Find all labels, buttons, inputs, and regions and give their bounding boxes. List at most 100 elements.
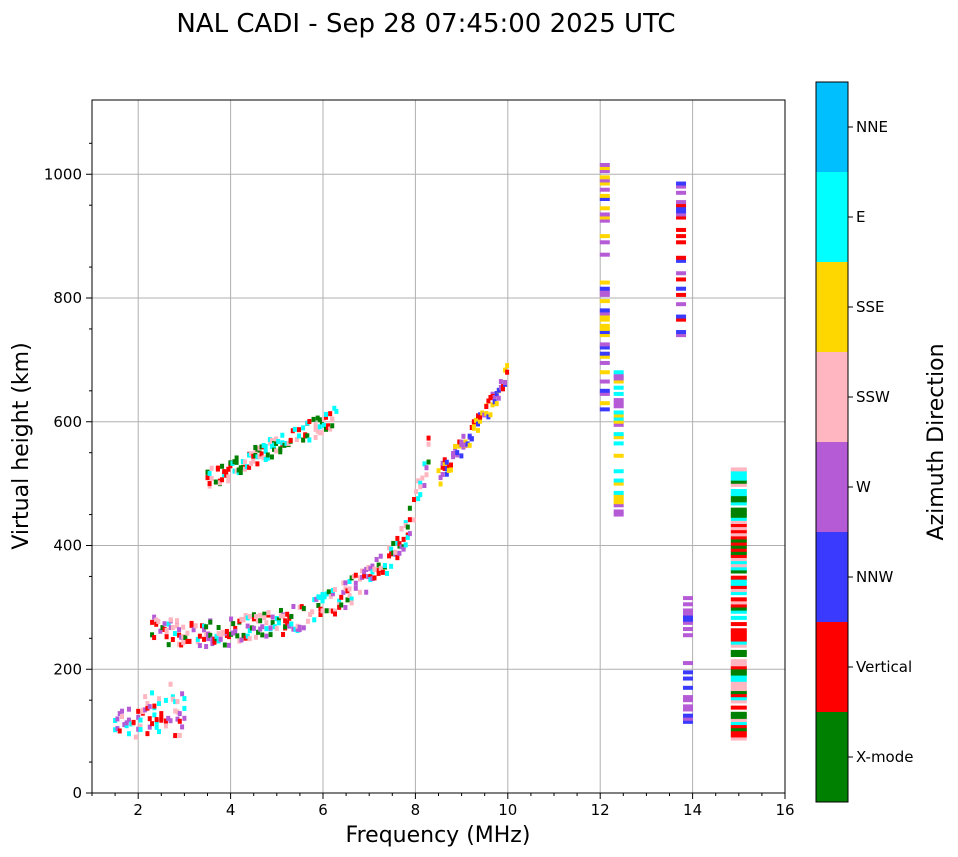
echo-point (216, 638, 221, 644)
echo-point (289, 613, 294, 619)
echo-point (676, 240, 687, 245)
echo-point (613, 416, 624, 421)
echo-point (234, 455, 239, 461)
echo-point (424, 472, 429, 478)
echo-point (378, 565, 383, 571)
echo-point (255, 446, 260, 452)
echo-point (613, 503, 624, 508)
echo-point (730, 609, 747, 614)
echo-point (207, 481, 212, 487)
echo-point (730, 591, 747, 596)
echo-point (296, 433, 301, 439)
echo-point (364, 566, 369, 572)
echo-point (278, 613, 283, 619)
echo-point (370, 576, 375, 582)
echo-point (242, 459, 247, 465)
echo-point (243, 613, 248, 619)
echo-point (204, 624, 209, 630)
echo-point (488, 395, 493, 401)
echo-point (317, 430, 322, 436)
echo-point (730, 634, 747, 639)
echo-point (334, 408, 339, 414)
echo-point (245, 623, 250, 629)
echo-point (324, 591, 329, 597)
echo-point (730, 557, 747, 562)
echo-point (258, 618, 263, 624)
echo-point (347, 579, 352, 585)
echo-point (193, 623, 198, 629)
echo-point (446, 464, 451, 470)
echo-point (274, 448, 279, 454)
echo-point (314, 596, 319, 602)
echo-point (448, 467, 453, 473)
echo-point (276, 439, 281, 445)
echo-point (216, 631, 221, 637)
echo-point (207, 470, 212, 476)
echo-point (500, 384, 505, 390)
y-axis-ticks: 0 200 400 600 800 1000 (44, 142, 92, 802)
echo-point (420, 475, 425, 481)
echo-point (613, 379, 624, 384)
echo-point (181, 624, 186, 630)
echo-point (442, 457, 447, 463)
echo-point (341, 589, 346, 595)
echo-point (256, 618, 261, 624)
echo-point (212, 636, 217, 642)
echo-point (136, 714, 141, 720)
echo-point (261, 455, 266, 461)
echo-point (305, 420, 310, 426)
echo-point (224, 472, 229, 478)
echo-point (177, 718, 182, 724)
x-axis-ticks: 2 4 6 8 10 12 14 16 (91, 793, 795, 819)
echo-point (418, 484, 423, 490)
echo-point (730, 492, 747, 497)
echo-point (676, 190, 687, 195)
echo-point (676, 184, 687, 189)
echo-point (278, 607, 283, 613)
echo-point (209, 475, 214, 481)
echo-point (730, 569, 747, 574)
echo-point (326, 424, 331, 430)
echo-point (324, 608, 329, 614)
colorbar-segment (816, 172, 848, 262)
echo-point (276, 617, 281, 623)
echo-point (136, 708, 141, 714)
echo-point (613, 490, 624, 495)
echo-point (301, 425, 306, 431)
echo-point (166, 642, 171, 648)
echo-point (287, 623, 292, 629)
y-tick-label: 0 (72, 784, 82, 802)
echo-point (418, 492, 423, 498)
echo-point (256, 629, 261, 635)
echo-point (150, 619, 155, 625)
echo-point (393, 549, 398, 555)
echo-point (407, 517, 412, 523)
echo-point (301, 625, 306, 631)
echo-point (182, 715, 187, 721)
echo-point (613, 398, 624, 403)
echo-point (147, 724, 152, 730)
echo-point (442, 465, 447, 471)
echo-point (676, 317, 687, 322)
echo-point (412, 517, 417, 523)
echo-point (682, 713, 693, 718)
echo-point (205, 469, 210, 475)
echo-point (730, 717, 747, 722)
echo-point (324, 426, 329, 432)
echo-point (730, 733, 747, 738)
echo-point (255, 461, 260, 467)
echo-point (115, 726, 120, 732)
echo-point (283, 618, 288, 624)
colorbar-segment (816, 442, 848, 532)
echo-point (440, 464, 445, 470)
echo-point (253, 449, 258, 455)
echo-point (265, 452, 270, 458)
echo-point (599, 166, 610, 171)
echo-point (682, 633, 693, 638)
echo-point (353, 585, 358, 591)
echo-point (730, 693, 747, 698)
echo-point (232, 468, 237, 474)
echo-point (676, 203, 687, 208)
echo-point (403, 542, 408, 548)
